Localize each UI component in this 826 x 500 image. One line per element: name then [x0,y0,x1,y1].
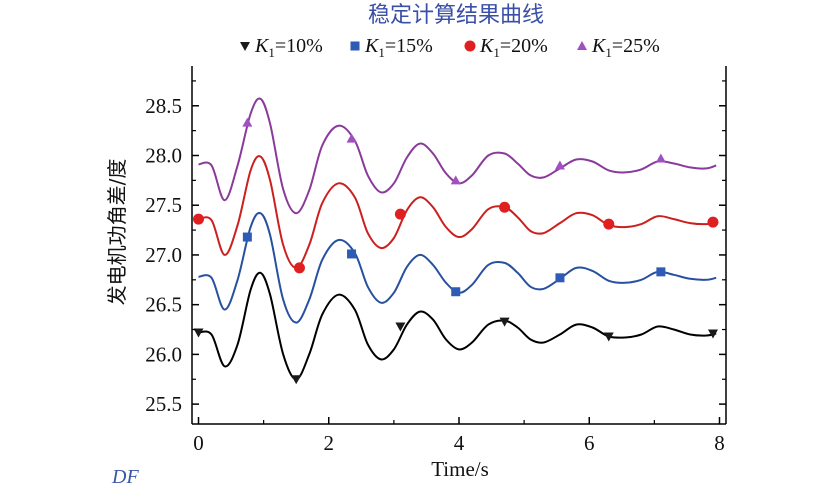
y-axis-label: 发电机功角差/度 [105,159,129,306]
legend-label-rest: =10% [275,35,323,57]
series-line-3 [198,155,717,269]
data-point-s3-2 [293,262,305,274]
legend-label-sub: 1 [493,45,500,60]
data-point-s4-4 [554,160,565,170]
legend-item-4: K1=25% [577,35,660,60]
legend-marker-2 [350,41,360,51]
legend-label-rest: =20% [500,35,548,57]
legend-label-sub: 1 [268,45,275,60]
data-point-s3-1 [193,213,205,225]
x-axis-label: Time/s [431,457,489,481]
data-point-s3-3 [394,208,406,220]
legend-item-3: K1=20% [464,35,548,60]
data-point-s1-2 [291,375,302,385]
data-point-s4-5 [655,153,666,163]
data-point-s2-1 [242,232,252,242]
series-group-1 [193,271,718,385]
legend-label-1: K1=10% [254,35,323,60]
legend-label-main: K [364,35,380,57]
plot-area [193,97,719,385]
data-point-s2-5 [656,267,666,277]
data-point-s4-1 [242,117,253,127]
data-point-s1-6 [707,329,718,339]
data-point-s1-1 [193,328,204,338]
legend-marker-4 [577,41,587,50]
y-tick-label: 28.5 [145,94,182,118]
y-tick-label: 26.5 [145,293,182,317]
x-tick-label: 4 [454,431,465,455]
legend-marker-3 [464,40,476,52]
y-tick-label: 27.0 [145,243,182,267]
legend-label-4: K1=25% [591,35,660,60]
legend-label-3: K1=20% [479,35,548,60]
legend-label-2: K1=15% [364,35,433,60]
series-line-2 [198,211,717,324]
data-point-s2-3 [451,287,461,297]
legend: K1=10% K1=15% K1=20% K1=25% [240,35,660,60]
series-line-1 [198,271,717,381]
data-point-s2-2 [347,249,357,259]
legend-label-main: K [254,35,270,57]
data-point-s1-4 [499,317,510,327]
y-tick-label: 28.0 [145,144,182,168]
data-point-s3-6 [707,216,719,228]
chart-title: 稳定计算结果曲线 [368,3,544,28]
data-point-s2-4 [555,273,565,283]
y-tick-label: 27.5 [145,193,182,217]
x-tick-label: 0 [193,431,204,455]
legend-label-sub: 1 [605,45,612,60]
axes: 0 2 4 6 8 25.5 26.0 26.5 27.0 27.5 28.0 28.5 [145,66,727,455]
series-group-3 [193,155,719,274]
data-point-s4-2 [346,133,357,143]
series-line-4 [198,97,717,215]
data-point-s1-3 [395,322,406,332]
x-tick-label: 2 [324,431,335,455]
data-point-s3-4 [499,201,511,213]
series-group-2 [198,211,717,324]
watermark-text: DF [112,466,139,488]
legend-item-2: K1=15% [350,35,433,60]
x-tick-label: 6 [584,431,595,455]
data-point-s3-5 [603,218,615,230]
data-point-s4-3 [450,175,461,185]
legend-label-rest: =25% [612,35,660,57]
legend-label-main: K [591,35,607,57]
series-group-4 [198,97,717,215]
y-tick-label: 25.5 [145,392,182,416]
x-tick-label: 8 [714,431,725,455]
legend-label-rest: =15% [385,35,433,57]
legend-label-sub: 1 [378,45,385,60]
legend-label-main: K [479,35,495,57]
legend-marker-1 [240,42,250,51]
legend-item-1: K1=10% [240,35,323,60]
y-tick-label: 26.0 [145,342,182,366]
data-point-s1-5 [603,332,614,342]
